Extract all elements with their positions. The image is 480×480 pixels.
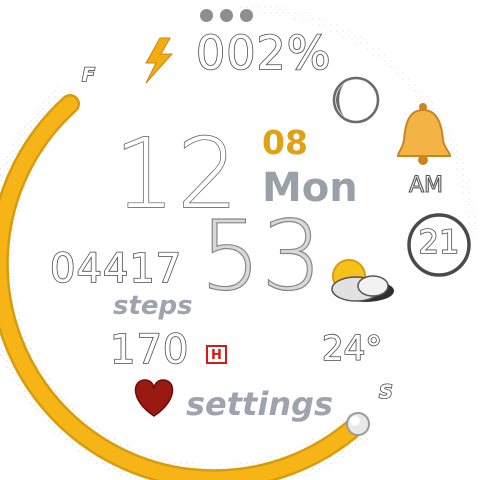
partly-cloudy-icon (331, 259, 394, 302)
temperature[interactable]: 24° (321, 329, 383, 369)
time-minute: 53 (199, 200, 323, 312)
time-hour: 12 (113, 118, 241, 230)
heart-rate[interactable]: 170 (109, 327, 190, 373)
am-pm: AM (408, 173, 444, 198)
seconds-ring (407, 213, 471, 277)
time-seconds: 21 (418, 223, 460, 261)
gauge-start-label: S (378, 381, 393, 403)
battery-percent: 002% (195, 26, 332, 80)
lightning-bolt-icon (145, 37, 174, 84)
settings-label[interactable]: settings (186, 385, 334, 423)
gauge-arc-fill (0, 96, 366, 480)
moon-phase-icon (332, 76, 380, 124)
more-dots-icon[interactable] (200, 9, 253, 22)
steps-count[interactable]: 04417 (49, 246, 183, 292)
svg-text:H: H (211, 348, 222, 363)
hr-badge-icon: H (206, 345, 227, 364)
bell-icon (396, 103, 452, 165)
gauge-knob-highlight (350, 416, 360, 426)
weekday: Mon (262, 165, 358, 211)
gauge-full-label: F (81, 64, 96, 86)
heart-icon (134, 379, 174, 417)
speckle-halo-outer (239, 3, 477, 241)
steps-label: steps (113, 291, 193, 321)
date-day: 08 (262, 123, 308, 162)
